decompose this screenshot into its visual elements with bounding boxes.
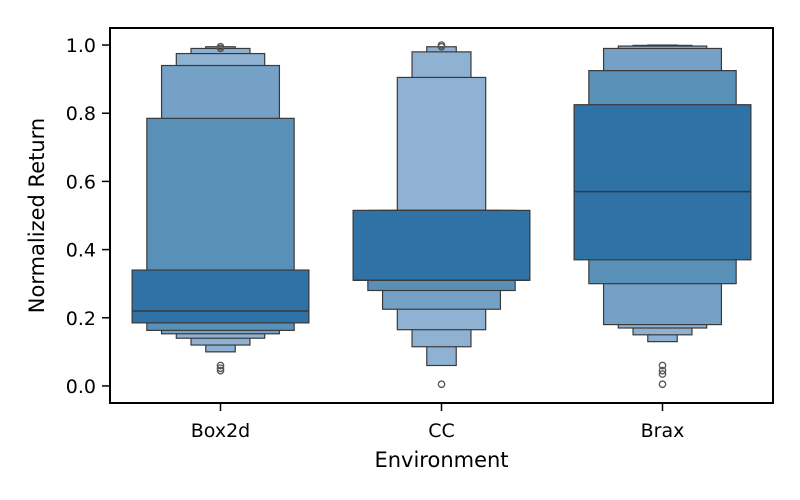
outlier-point: [216, 361, 225, 370]
y-axis: 0.0 0.2 0.4 0.6 0.8 1.0: [66, 35, 110, 398]
y-tick-label: 0.6: [66, 171, 96, 193]
outlier-point: [437, 41, 446, 49]
x-axis: Box2d CC Brax: [191, 403, 685, 442]
y-tick-label: 0.0: [66, 376, 96, 398]
x-tick-label: Box2d: [191, 420, 250, 442]
y-tick-label: 0.4: [66, 240, 96, 262]
x-axis-title: Environment: [374, 448, 508, 472]
y-tick-label: 0.8: [66, 103, 96, 125]
y-tick-label: 1.0: [66, 35, 96, 57]
outlier-point: [658, 366, 667, 375]
boxen-box: [573, 104, 752, 261]
outlier-point: [216, 364, 225, 373]
x-tick-label: Brax: [641, 420, 685, 442]
outlier-point: [216, 42, 225, 51]
boxen-box: [352, 209, 531, 281]
y-tick-label: 0.2: [66, 308, 96, 330]
outlier-point: [658, 370, 667, 378]
outlier-point: [658, 361, 667, 370]
outlier-point: [658, 380, 667, 389]
y-axis-title: Normalized Return: [25, 118, 49, 313]
boxen-box: [131, 269, 310, 324]
plot-area: [131, 41, 752, 389]
x-tick-label: CC: [428, 420, 455, 442]
outlier-point: [216, 366, 225, 375]
outlier-point: [437, 380, 446, 389]
